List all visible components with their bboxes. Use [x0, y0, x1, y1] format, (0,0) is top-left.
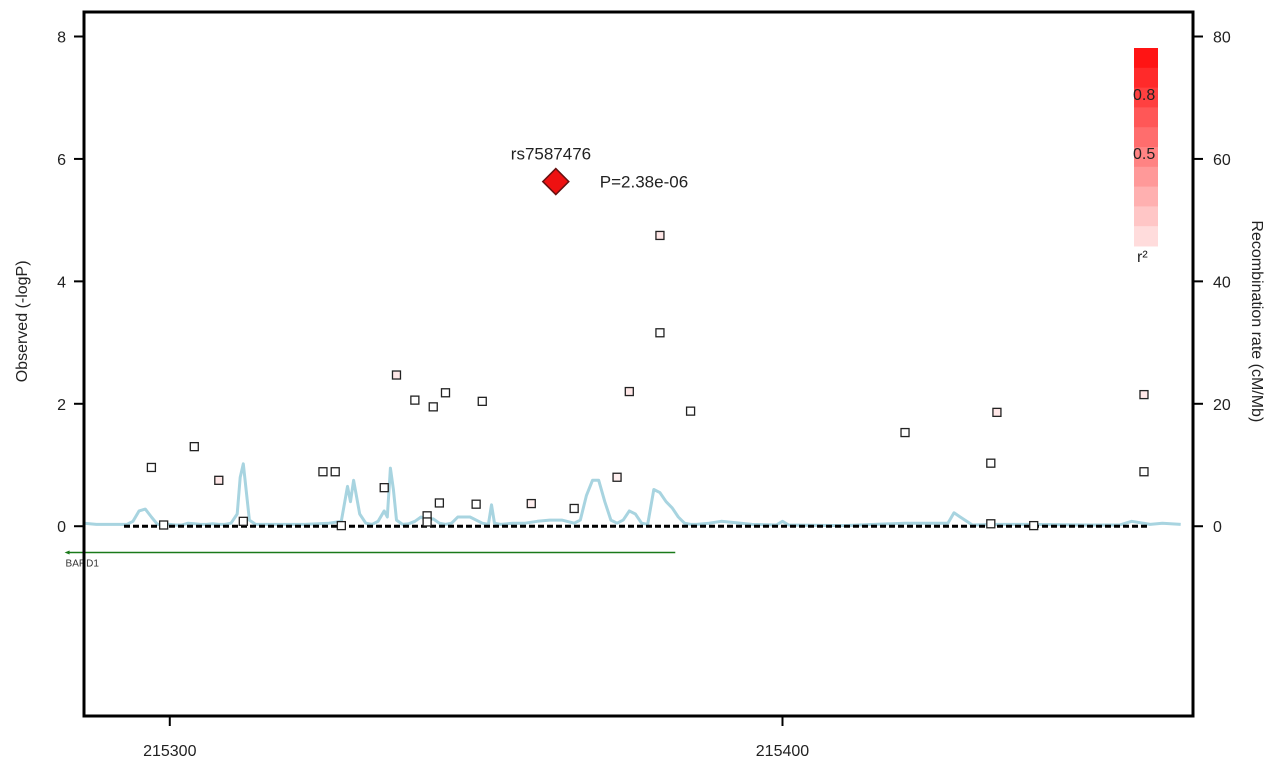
snp-point	[410, 395, 420, 405]
snp-point	[330, 467, 340, 477]
snp-point	[986, 458, 996, 468]
snp-points	[146, 230, 1149, 531]
legend-swatch	[1134, 87, 1158, 108]
lead-snp-layer: rs7587476 P=2.38e-06	[511, 145, 688, 196]
legend-swatch	[1134, 127, 1158, 148]
snp-point	[526, 498, 536, 509]
y2-tick-label: 60	[1213, 152, 1231, 169]
snp-point	[1029, 520, 1039, 531]
snp-point	[471, 499, 481, 509]
y-tick-label: 6	[57, 152, 66, 169]
snp-point	[477, 396, 487, 406]
snp-point	[434, 498, 445, 508]
x-tick-label: 215400	[756, 743, 809, 760]
snp-point	[336, 520, 346, 531]
gene-arrow-bard1	[64, 550, 70, 555]
snp-point	[318, 467, 328, 477]
y2-axis-label: Recombination rate (cM/Mb)	[1248, 220, 1265, 422]
recombination-rate-line	[83, 462, 1181, 528]
snp-point	[1139, 389, 1149, 400]
x-tick-label: 215300	[143, 743, 196, 760]
lead-snp-marker	[541, 167, 570, 196]
snp-point	[159, 520, 169, 530]
plot-frame	[82, 10, 1195, 718]
y-axis-label: Observed (-logP)	[14, 260, 31, 382]
y2-tick-label: 80	[1213, 29, 1231, 46]
snp-point	[146, 462, 157, 473]
legend-swatch	[1134, 67, 1158, 89]
snp-point	[422, 517, 432, 527]
y-tick-label: 0	[57, 519, 66, 536]
legend-label-0.5: 0.5	[1133, 146, 1155, 163]
r2-legend: 0.8 0.5 r²	[1133, 48, 1158, 266]
y-tick-label: 8	[57, 29, 66, 46]
legend-label-0.8: 0.8	[1133, 87, 1155, 104]
snp-point	[1139, 467, 1149, 477]
y-tick-label: 2	[57, 397, 66, 414]
legend-swatch	[1134, 147, 1158, 168]
legend-swatch	[1134, 107, 1158, 128]
snp-point	[655, 230, 665, 241]
snp-point	[569, 503, 579, 514]
snp-point	[428, 402, 438, 412]
snp-point	[685, 406, 696, 416]
recombination-rate-layer	[83, 462, 1181, 528]
snp-point	[655, 328, 665, 338]
snp-point	[986, 519, 996, 529]
y-tick-label: 4	[57, 274, 66, 291]
snp-point	[189, 441, 199, 452]
gene-label-bard1: BARD1	[66, 559, 100, 570]
snp-point	[612, 472, 622, 482]
legend-swatch	[1134, 166, 1158, 188]
gene-track: BARD1	[64, 550, 676, 570]
lead-snp-name: rs7587476	[511, 145, 591, 164]
snp-point	[992, 407, 1002, 418]
snp-point	[900, 427, 910, 438]
snp-point	[624, 386, 634, 397]
lead-snp-pvalue: P=2.38e-06	[600, 173, 688, 192]
legend-swatch	[1134, 226, 1158, 247]
y2-tick-label: 20	[1213, 397, 1231, 414]
legend-swatch	[1134, 206, 1158, 227]
snp-point	[379, 483, 389, 493]
legend-title: r²	[1137, 249, 1148, 266]
legend-swatch	[1134, 186, 1158, 207]
snp-point	[440, 388, 451, 398]
legend-swatch	[1134, 48, 1158, 69]
y2-tick-label: 0	[1213, 519, 1222, 536]
snp-point	[238, 516, 248, 526]
y2-tick-label: 40	[1213, 274, 1231, 291]
snp-point	[391, 370, 402, 380]
snp-point	[214, 475, 224, 485]
